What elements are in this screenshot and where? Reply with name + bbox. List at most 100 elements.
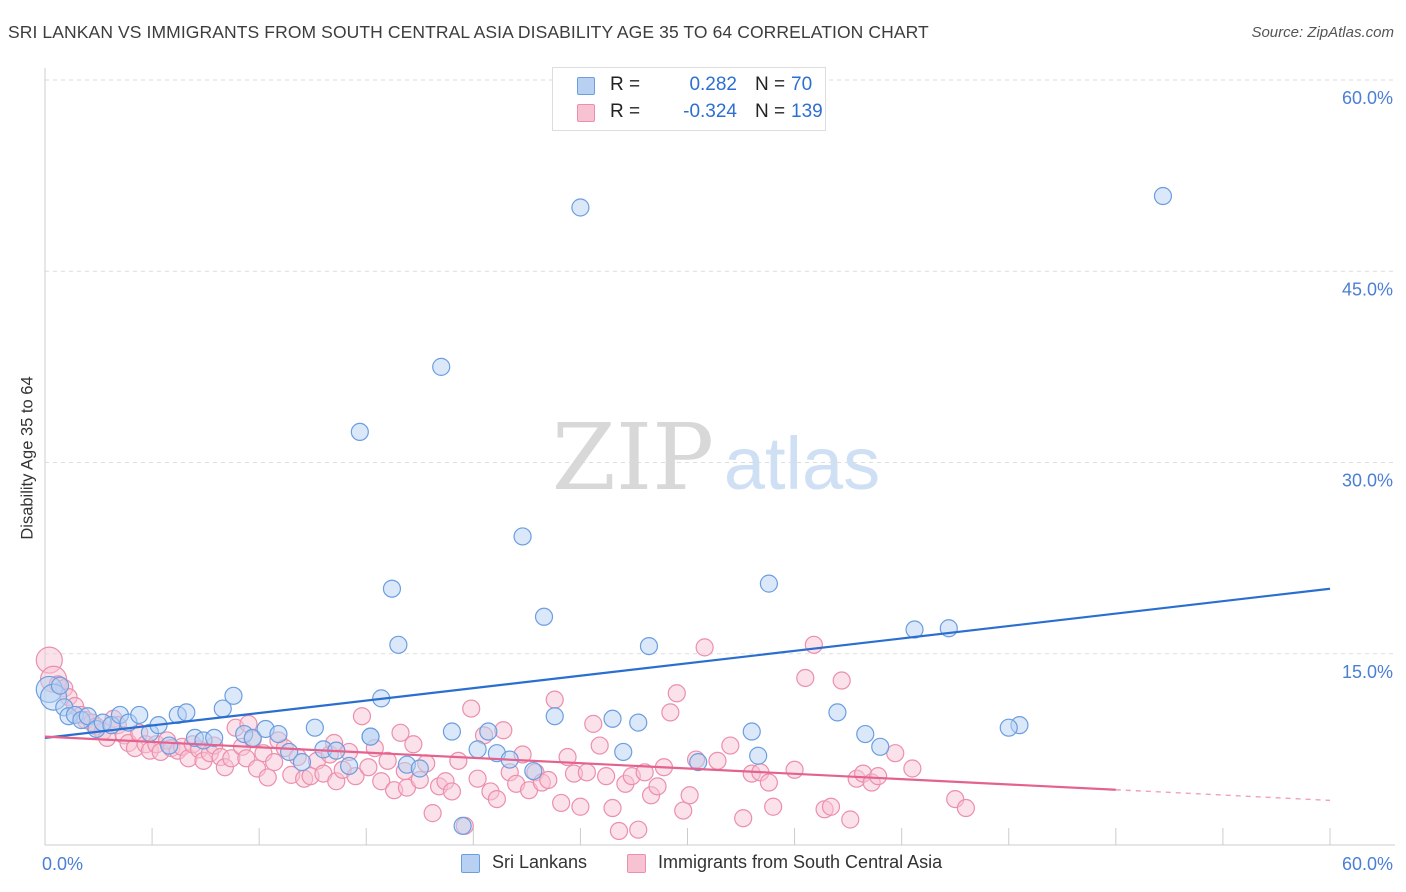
watermark-zip: ZIP (552, 404, 714, 511)
point-sri-lankans (614, 742, 633, 762)
point-immigrants (423, 804, 442, 823)
point-sri-lankans (856, 724, 875, 744)
point-sri-lankans (224, 686, 243, 705)
bottom-legend-label: Sri Lankans (492, 852, 588, 872)
point-immigrants (584, 714, 603, 733)
point-immigrants (804, 635, 823, 654)
point-immigrants (667, 684, 686, 703)
point-sri-lankans (361, 727, 380, 746)
tick-labels: 15.0% 30.0% 45.0% 60.0% 0.0% 60.0% (42, 88, 1393, 874)
point-immigrants (577, 763, 596, 782)
point-sri-lankans (205, 728, 224, 748)
watermark-atlas: atlas (724, 422, 880, 505)
legend-n-label: N = (755, 74, 786, 95)
point-immigrants (680, 786, 699, 805)
source-label: Source: ZipAtlas.com (1251, 24, 1394, 41)
point-sri-lankans (571, 198, 590, 217)
y-tick-label: 15.0% (1342, 662, 1393, 682)
point-sri-lankans (442, 722, 462, 741)
legend-r-label: R = (610, 74, 641, 95)
point-sri-lankans (410, 759, 429, 778)
point-sri-lankans (639, 636, 659, 656)
point-immigrants (764, 797, 783, 816)
point-sri-lankans (629, 713, 648, 732)
point-sri-lankans (269, 724, 288, 744)
legend-n-value: 139 (791, 101, 823, 122)
x-tick-label-max: 60.0% (1342, 854, 1393, 874)
point-sri-lankans (534, 607, 554, 626)
legend-r-value: -0.324 (683, 101, 737, 122)
point-immigrants (734, 809, 753, 828)
point-immigrants (785, 760, 804, 779)
point-sri-lankans (999, 718, 1018, 737)
stats-legend: R = 0.282 N = 70 R = -0.324 N = 139 (552, 67, 826, 131)
point-immigrants (648, 777, 667, 796)
point-immigrants (494, 721, 513, 740)
point-immigrants (258, 768, 277, 787)
point-immigrants (404, 735, 423, 754)
axes (44, 68, 1395, 846)
point-sri-lankans (177, 703, 196, 722)
point-sri-lankans (828, 703, 847, 722)
legend-n-label: N = (755, 101, 786, 122)
point-immigrants (629, 820, 648, 839)
bottom-legend: Sri Lankans Immigrants from South Centra… (0, 852, 1406, 878)
point-immigrants (821, 797, 841, 816)
bottom-legend-swatch-blue (461, 854, 480, 873)
trend-line-immigrants (44, 735, 1116, 791)
point-immigrants (841, 810, 860, 829)
point-sri-lankans (871, 737, 890, 756)
point-immigrants (832, 671, 851, 690)
point-immigrants (378, 751, 397, 770)
y-tick-label: 60.0% (1342, 88, 1393, 108)
chart-title: SRI LANKAN VS IMMIGRANTS FROM SOUTH CENT… (8, 22, 929, 42)
trend-lines (44, 587, 1331, 802)
point-sri-lankans (382, 579, 402, 598)
point-immigrants (571, 797, 590, 816)
point-immigrants (449, 751, 468, 770)
series-immigrants-points (35, 635, 976, 841)
point-immigrants (597, 767, 616, 786)
y-tick-label: 45.0% (1342, 279, 1393, 299)
point-immigrants (545, 690, 564, 709)
point-sri-lankans (305, 718, 324, 737)
point-sri-lankans (160, 736, 179, 755)
legend-r-label: R = (610, 101, 641, 122)
point-immigrants (352, 707, 372, 726)
point-sri-lankans (468, 740, 487, 759)
point-sri-lankans (292, 753, 312, 772)
point-sri-lankans (749, 746, 768, 765)
point-sri-lankans (130, 705, 149, 725)
point-immigrants (590, 736, 609, 755)
point-immigrants (372, 772, 391, 791)
point-immigrants (462, 699, 481, 718)
legend-swatch-blue (577, 77, 595, 95)
point-immigrants (359, 758, 378, 777)
watermark: ZIP atlas (552, 404, 880, 511)
point-sri-lankans (432, 357, 451, 376)
bottom-legend-label: Immigrants from South Central Asia (658, 852, 943, 872)
point-sri-lankans (340, 756, 359, 776)
point-immigrants (391, 723, 410, 742)
x-tick-label-min: 0.0% (42, 854, 83, 874)
point-immigrants (265, 753, 284, 772)
y-tick-label: 30.0% (1342, 471, 1393, 491)
point-sri-lankans (453, 816, 472, 835)
series-sri-lankans-points (35, 186, 1173, 835)
point-sri-lankans (513, 527, 532, 546)
trend-line-immigrants-extrapolated (1115, 789, 1331, 802)
point-immigrants (552, 793, 571, 813)
point-immigrants (869, 767, 888, 786)
point-immigrants (721, 736, 740, 755)
point-immigrants (674, 801, 693, 820)
point-immigrants (796, 668, 815, 688)
point-sri-lankans (1153, 186, 1173, 206)
gridlines (45, 79, 1395, 655)
point-sri-lankans (350, 422, 369, 441)
bottom-legend-swatch-pink (627, 854, 646, 873)
point-sri-lankans (689, 753, 708, 772)
point-immigrants (603, 798, 622, 818)
point-sri-lankans (479, 722, 498, 741)
point-immigrants (708, 751, 727, 770)
